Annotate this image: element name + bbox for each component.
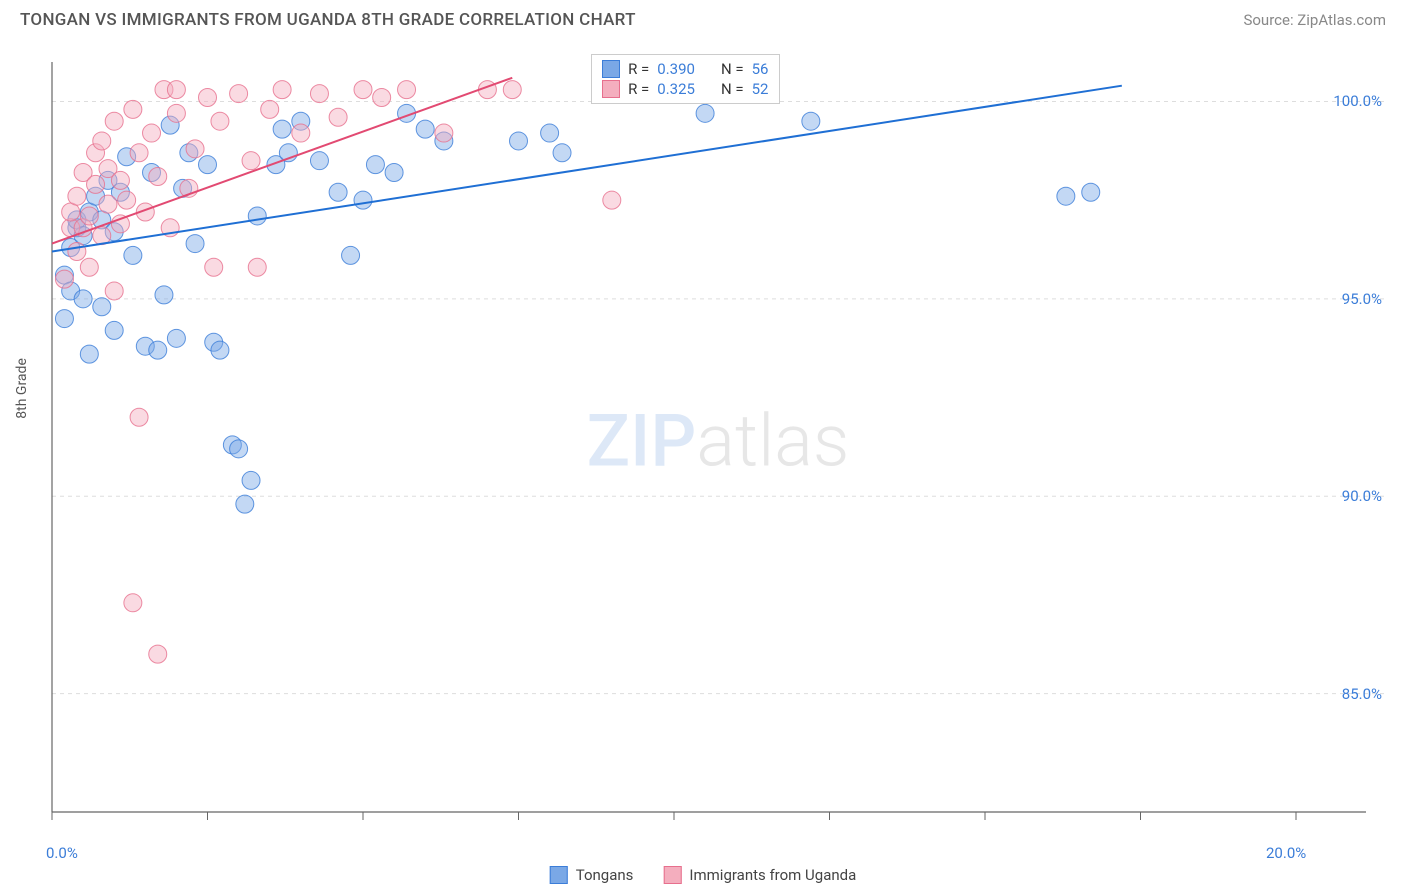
y-tick-label: 95.0% [1342, 290, 1382, 308]
n-value: 52 [752, 80, 769, 98]
n-label: N = [721, 80, 744, 98]
x-tick-label: 0.0% [46, 844, 78, 862]
series-legend: Tongans Immigrants from Uganda [550, 866, 857, 884]
legend-item: Immigrants from Uganda [663, 866, 856, 884]
n-value: 56 [752, 60, 769, 78]
n-label: N = [721, 60, 744, 78]
series-swatch [602, 80, 620, 98]
y-tick-label: 90.0% [1342, 487, 1382, 505]
series-swatch [550, 866, 568, 884]
correlation-row: R = 0.390 N = 56 [602, 59, 768, 79]
chart-header: TONGAN VS IMMIGRANTS FROM UGANDA 8TH GRA… [0, 0, 1406, 38]
series-name: Tongans [576, 866, 634, 884]
y-tick-label: 100.0% [1333, 92, 1382, 110]
r-label: R = [628, 80, 649, 98]
correlation-row: R = 0.325 N = 52 [602, 79, 768, 99]
r-value: 0.390 [657, 60, 695, 78]
chart-area: 8th Grade ZIPatlas R = 0.390N = 56R = 0.… [50, 50, 1386, 832]
y-axis-label: 8th Grade [14, 358, 30, 419]
y-tick-label: 85.0% [1342, 685, 1382, 703]
r-label: R = [628, 60, 649, 78]
legend-item: Tongans [550, 866, 634, 884]
r-value: 0.325 [657, 80, 695, 98]
chart-title: TONGAN VS IMMIGRANTS FROM UGANDA 8TH GRA… [20, 10, 636, 30]
correlation-legend: R = 0.390 N = 56 R = 0.325 N = 52 [591, 54, 779, 104]
scatter-plot [50, 50, 1386, 832]
chart-source: Source: ZipAtlas.com [1243, 11, 1386, 29]
series-name: Immigrants from Uganda [689, 866, 856, 884]
series-swatch [663, 866, 681, 884]
series-swatch [602, 60, 620, 78]
x-tick-label: 20.0% [1266, 844, 1306, 862]
